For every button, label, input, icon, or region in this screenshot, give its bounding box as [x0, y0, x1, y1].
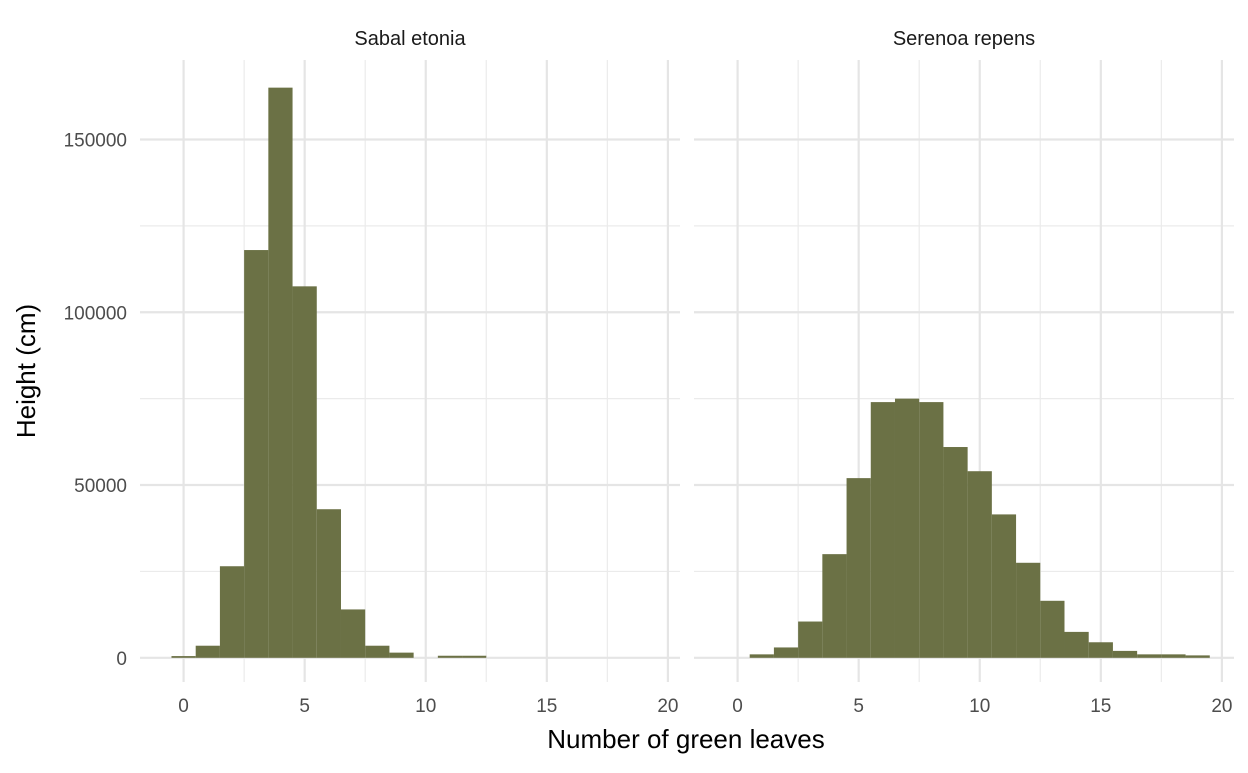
histogram-bar: [1185, 655, 1210, 658]
histogram-bar: [1064, 631, 1089, 658]
histogram-bar: [1088, 642, 1113, 658]
histogram-bar: [991, 514, 1017, 658]
histogram-bar: [798, 621, 823, 658]
y-axis-ticks: 0 50000 100000 150000: [64, 130, 127, 669]
panel-title: Serenoa repens: [893, 28, 1035, 50]
x-tick-label: 5: [853, 696, 864, 717]
histogram-bar: [219, 566, 245, 658]
histogram-bar: [749, 654, 774, 658]
histogram-bar: [462, 655, 487, 658]
histogram-bar: [1112, 650, 1138, 658]
histogram-bar: [365, 645, 390, 658]
y-tick-label: 0: [116, 649, 127, 670]
y-tick-label: 50000: [74, 476, 127, 497]
histogram-bar: [244, 250, 269, 658]
panel-2: Serenoa repens 0 5 10 15 20: [694, 28, 1234, 717]
histogram-bar: [967, 471, 992, 658]
histogram-bar: [894, 398, 920, 658]
histogram-bar: [268, 87, 293, 658]
panel-1: Sabal etonia 0 5 10 15 20: [140, 28, 680, 717]
histogram-bar: [822, 554, 847, 658]
x-tick-label: 20: [1211, 696, 1232, 717]
histogram-bar: [846, 478, 871, 658]
histogram-bar: [292, 286, 317, 658]
histogram-bar: [195, 645, 220, 658]
panels-layer: Sabal etonia 0 5 10 15 20 Serenoa repens 0 5 10 15…: [140, 28, 1234, 717]
y-tick-label: 100000: [64, 303, 127, 324]
x-tick-label: 0: [732, 696, 743, 717]
histogram-bar: [919, 402, 944, 658]
histogram-bar: [1137, 654, 1162, 658]
y-axis-title: Height (cm): [11, 304, 41, 438]
histogram-bar: [437, 655, 463, 658]
x-tick-label: 15: [1090, 696, 1111, 717]
y-tick-label: 150000: [64, 130, 127, 151]
x-tick-label: 15: [536, 696, 557, 717]
histogram-bar: [389, 652, 414, 658]
histogram-bar: [870, 402, 895, 658]
histogram-bar: [171, 656, 196, 658]
histogram-bar: [773, 647, 799, 658]
x-tick-label: 20: [657, 696, 678, 717]
histogram-bar: [1161, 654, 1186, 658]
histogram-bar: [340, 609, 366, 658]
x-axis-title: Number of green leaves: [547, 724, 824, 754]
x-tick-label: 10: [415, 696, 436, 717]
histogram-bar: [1016, 562, 1041, 658]
x-tick-label: 0: [178, 696, 189, 717]
x-tick-label: 10: [969, 696, 990, 717]
panel-title: Sabal etonia: [354, 28, 466, 50]
x-tick-label: 5: [299, 696, 310, 717]
histogram-bar: [943, 447, 968, 658]
histogram-bar: [316, 509, 341, 658]
histogram-bar: [1040, 600, 1065, 658]
